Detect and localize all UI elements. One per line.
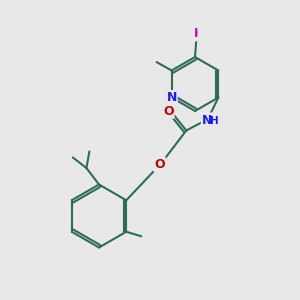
Text: H: H [210, 116, 219, 127]
Text: N: N [167, 91, 177, 104]
Text: O: O [154, 158, 165, 171]
Text: O: O [163, 105, 174, 118]
Text: I: I [194, 27, 199, 40]
Text: N: N [202, 113, 212, 127]
